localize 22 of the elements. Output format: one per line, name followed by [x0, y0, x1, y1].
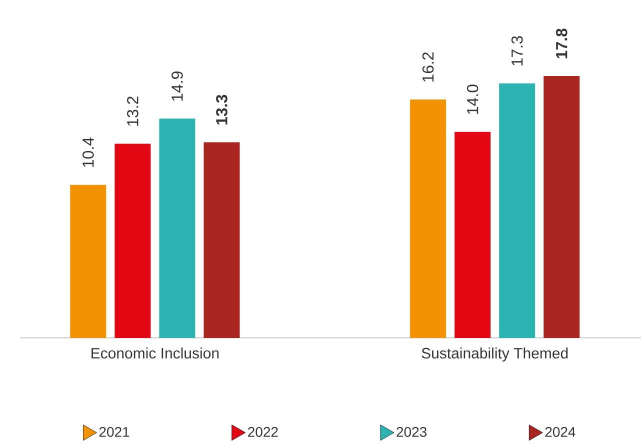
data-label: 16.2 — [422, 52, 434, 82]
bar — [544, 76, 580, 338]
bar — [499, 83, 536, 338]
legend-label: 2024 — [545, 426, 576, 437]
data-label: 10.4 — [82, 137, 94, 167]
legend-label: 2023 — [396, 426, 427, 437]
bar — [410, 100, 446, 338]
bar — [454, 132, 491, 338]
legend-label: 2021 — [99, 426, 130, 437]
data-label: 13.2 — [127, 96, 138, 126]
data-label: 14.9 — [172, 72, 183, 101]
bar — [204, 142, 240, 338]
bar — [114, 144, 151, 338]
data-label: 14.0 — [466, 84, 478, 114]
x-tick-label: Sustainability Themed — [422, 348, 568, 362]
data-label: 17.3 — [511, 36, 523, 66]
bar — [159, 118, 196, 338]
x-tick-label: Economic Inclusion — [92, 348, 219, 359]
legend-label: 2022 — [248, 426, 278, 437]
data-label: 13.3 — [216, 94, 228, 124]
data-label: 17.8 — [556, 28, 568, 58]
bar — [70, 184, 106, 338]
